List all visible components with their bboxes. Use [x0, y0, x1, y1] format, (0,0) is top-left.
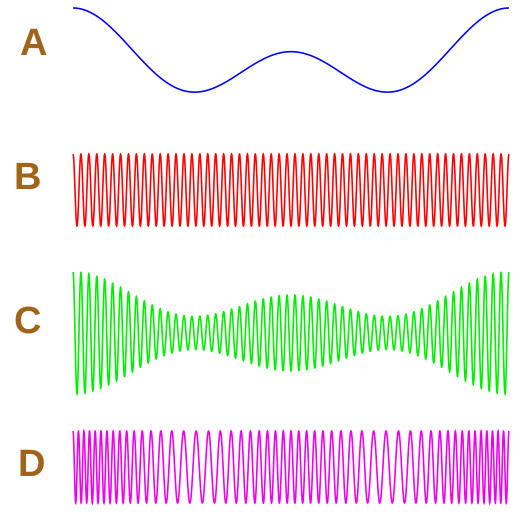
modulating-signal-wave — [73, 7, 509, 93]
row-label-b: B — [14, 156, 42, 198]
row-label-a: A — [20, 22, 48, 64]
row-label-c: C — [14, 300, 42, 342]
fm-signal-wave — [72, 429, 510, 506]
am-signal-wave — [72, 271, 510, 396]
carrier-wave — [72, 152, 510, 228]
row-label-d: D — [18, 443, 46, 485]
